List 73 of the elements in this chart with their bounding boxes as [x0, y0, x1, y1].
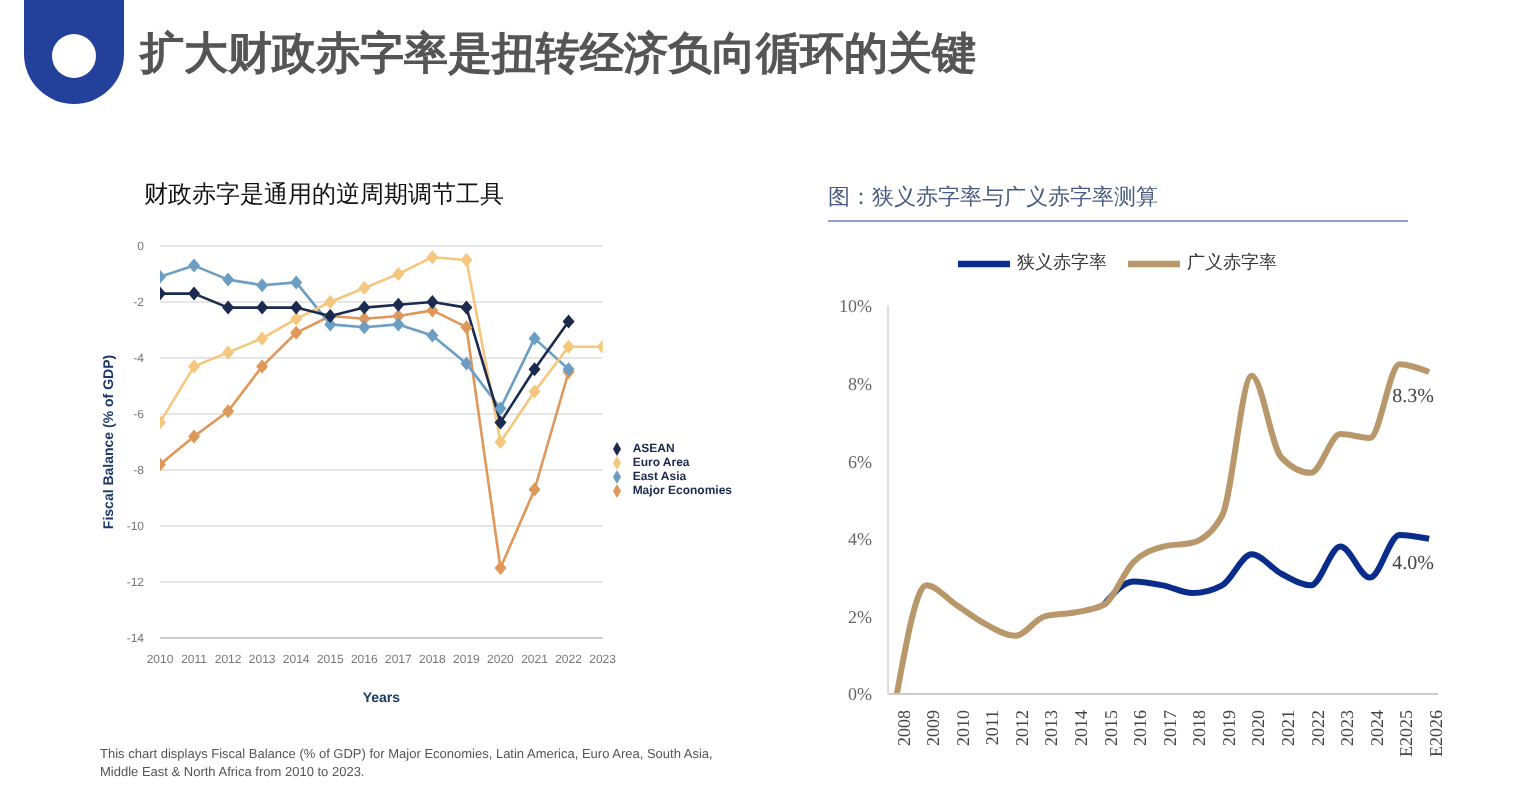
- x-tick-label: 2021: [1278, 710, 1299, 746]
- point: [528, 331, 541, 346]
- point: [494, 401, 507, 416]
- point: [426, 295, 439, 309]
- point: [528, 362, 541, 377]
- point: [392, 267, 405, 281]
- point: [494, 561, 507, 575]
- point: [256, 331, 269, 346]
- x-tick-label: 2013: [1041, 709, 1062, 746]
- point: [324, 295, 337, 309]
- x-tick-label: 2011: [982, 710, 1003, 746]
- x-tick-label: 2019: [1218, 709, 1239, 746]
- x-tick-label: E2026: [1425, 709, 1446, 757]
- y-tick-label: 2%: [848, 606, 873, 627]
- point: [460, 320, 473, 335]
- point: [222, 404, 235, 419]
- chart-subtitle: 财政赤字是通用的逆周期调节工具: [144, 178, 504, 212]
- x-tick-label: 2022: [1307, 710, 1328, 746]
- y-tick-label: 4%: [848, 529, 873, 550]
- x-tick-label: 2009: [923, 709, 944, 746]
- point: [460, 356, 473, 371]
- point: [256, 278, 269, 293]
- x-tick-label: 2010: [952, 709, 973, 746]
- point: [358, 281, 371, 295]
- point: [188, 258, 201, 273]
- point: [460, 253, 473, 267]
- point: [528, 384, 541, 399]
- y-tick-label: 10%: [839, 296, 873, 317]
- point: [222, 300, 235, 315]
- x-tick-label: 2024: [1366, 709, 1387, 746]
- x-tick-label: 2017: [1159, 709, 1180, 746]
- legend-label: 狭义赤字率: [1017, 252, 1107, 273]
- annotation: 8.3%: [1392, 386, 1434, 409]
- point: [494, 415, 507, 430]
- x-tick-label: 2016: [1130, 709, 1151, 746]
- point: [392, 297, 405, 312]
- y-tick-label: 8%: [848, 373, 873, 394]
- point: [222, 272, 235, 287]
- x-tick-label: 2008: [893, 709, 914, 746]
- point: [188, 286, 201, 301]
- x-tick-label: 2023: [1337, 709, 1358, 746]
- x-tick-label: 2012: [1011, 710, 1032, 746]
- point: [290, 300, 303, 315]
- point: [290, 325, 303, 340]
- point: [562, 314, 575, 329]
- line-series: [893, 361, 1433, 694]
- point: [256, 300, 269, 315]
- point: [290, 311, 303, 326]
- point: [494, 435, 507, 449]
- point: [528, 482, 541, 497]
- x-tick-label: 2014: [1071, 709, 1092, 746]
- point: [460, 300, 473, 315]
- chart-title: 扩大财政赤字率是扭转经济负向循环的关键: [140, 26, 976, 82]
- x-tick-label: 2018: [1189, 709, 1210, 746]
- point: [188, 429, 201, 444]
- point: [222, 345, 235, 360]
- x-tick-label: E2025: [1396, 709, 1417, 757]
- point: [290, 275, 303, 290]
- point: [562, 339, 575, 354]
- y-tick-label: 0%: [848, 684, 873, 705]
- x-tick-label: 2020: [1248, 709, 1269, 746]
- point: [358, 300, 371, 315]
- point: [392, 317, 405, 332]
- y-tick-label: 6%: [848, 451, 873, 472]
- chart-title: 图：狭义赤字率与广义赤字率测算: [828, 182, 1408, 222]
- annotation: 4.0%: [1392, 553, 1434, 575]
- point: [358, 320, 371, 335]
- point: [426, 250, 439, 265]
- point: [188, 359, 201, 374]
- point: [256, 359, 269, 374]
- legend-label: 广义赤字率: [1187, 252, 1277, 273]
- point: [426, 328, 439, 343]
- x-tick-label: 2015: [1100, 709, 1121, 746]
